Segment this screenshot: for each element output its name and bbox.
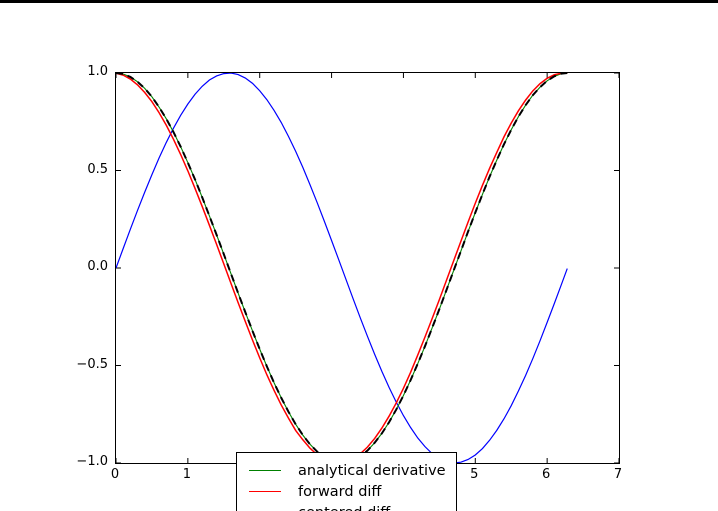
plot-curves-svg xyxy=(116,73,619,463)
x-tick-label: 5 xyxy=(470,467,479,482)
legend-item-forward-diff: forward diff xyxy=(249,481,446,502)
legend-item-centered-diff: centered diff xyxy=(249,502,446,511)
legend-label-analytical-derivative: analytical derivative xyxy=(298,462,446,479)
x-tick-label: 0 xyxy=(110,467,120,482)
legend: analytical derivative forward diff cente… xyxy=(236,452,457,511)
y-tick-label: 0.0 xyxy=(87,259,108,274)
y-tick-label: 1.0 xyxy=(87,64,108,79)
y-tick-label: 0.5 xyxy=(87,161,108,177)
function-curve xyxy=(116,73,568,463)
x-tick-label: 7 xyxy=(613,467,623,482)
centered-diff-curve xyxy=(116,73,568,463)
legend-item-analytical-derivative: analytical derivative xyxy=(249,460,446,481)
legend-line-sample-analytical-derivative xyxy=(249,469,281,472)
legend-label-centered-diff: centered diff xyxy=(298,505,390,511)
legend-line-sample-forward-diff xyxy=(249,490,281,493)
y-tick-label: −0.5 xyxy=(76,356,108,372)
y-tick-label: −1.0 xyxy=(76,454,108,469)
x-tick-label: 1 xyxy=(182,467,191,482)
plot-area: analytical derivative forward diff cente… xyxy=(115,72,620,511)
x-tick-label: 6 xyxy=(542,467,551,482)
legend-label-forward-diff: forward diff xyxy=(298,483,382,500)
top-border-rule xyxy=(0,0,718,3)
